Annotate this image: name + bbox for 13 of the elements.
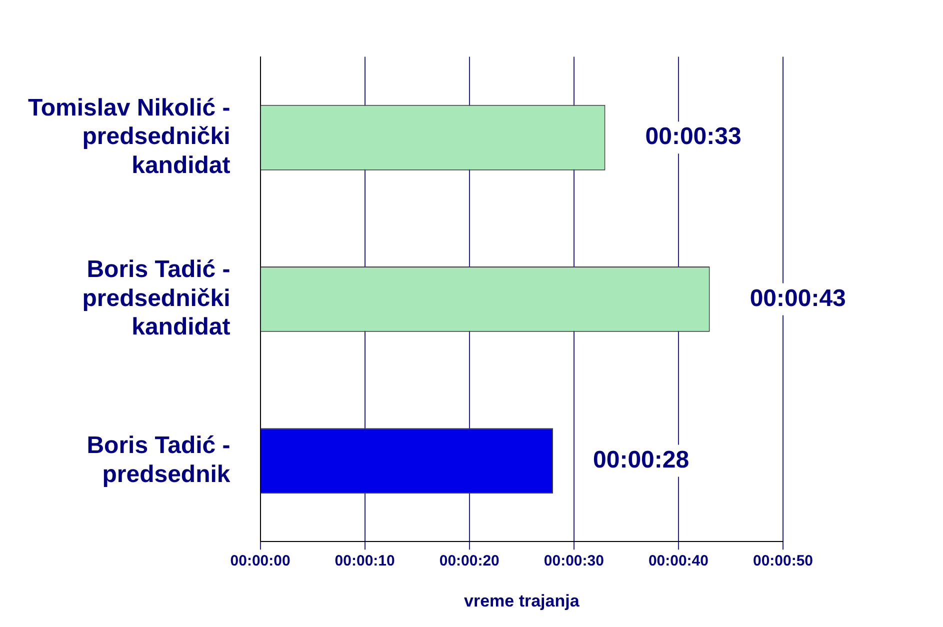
y-tick-label: Boris Tadić - predsednik [86,432,231,488]
data-label: 00:00:43 [750,284,846,312]
data-label: 00:00:33 [645,123,742,150]
data-label: 00:00:28 [593,446,690,474]
x-tick-label: 00:00:00 [230,552,290,570]
x-tick-label: 00:00:50 [752,552,814,570]
x-tick-label: 00:00:30 [544,552,604,570]
y-tick-label: Boris Tadić - predsednički kandidat [82,256,230,341]
x-axis-title: vreme trajanja [464,591,580,610]
x-tick-label: 00:00:40 [648,552,708,570]
y-tick-label: Tomislav Nikolić - predsednički kandidat [28,94,230,180]
x-tick-label: 00:00:20 [439,552,500,570]
x-tick-label: 00:00:10 [334,552,395,570]
